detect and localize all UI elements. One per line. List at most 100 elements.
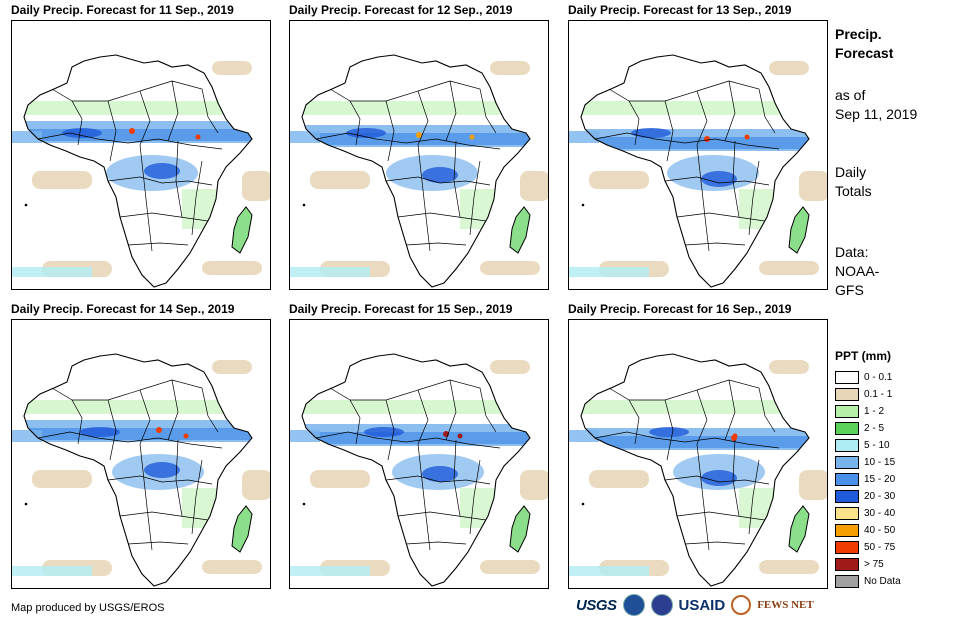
island-dot bbox=[581, 502, 585, 506]
rain-cell bbox=[631, 128, 671, 138]
tan-patch bbox=[520, 470, 548, 500]
tan-patch bbox=[212, 360, 252, 374]
as-of-value: Sep 11, 2019 bbox=[835, 106, 918, 122]
rain-band-layer bbox=[581, 137, 809, 149]
heavy-rain-spot bbox=[156, 427, 162, 433]
country-border bbox=[664, 475, 770, 485]
rain-band bbox=[302, 101, 530, 229]
country-border bbox=[385, 176, 491, 186]
country-border bbox=[728, 379, 776, 433]
country-border bbox=[696, 80, 736, 142]
island-dot bbox=[302, 203, 306, 207]
country-border bbox=[608, 387, 640, 445]
light-rain-band bbox=[460, 488, 520, 528]
legend-item: 30 - 40 bbox=[835, 505, 901, 522]
rain-band-layer bbox=[24, 428, 252, 440]
legend-item: 0 - 0.1 bbox=[835, 369, 901, 386]
ocean-rain bbox=[12, 430, 42, 442]
country-border bbox=[385, 90, 429, 146]
country-border bbox=[453, 439, 461, 517]
ocean-rain bbox=[290, 267, 370, 277]
figure-title-line: Precip. bbox=[835, 26, 882, 42]
legend-swatch bbox=[835, 388, 859, 401]
country-border bbox=[329, 88, 361, 146]
precip-map bbox=[289, 319, 549, 589]
legend-swatch bbox=[835, 575, 859, 588]
light-rain-band bbox=[581, 101, 809, 115]
legend-item: 2 - 5 bbox=[835, 420, 901, 437]
heavy-rain-spot bbox=[744, 134, 750, 140]
fews-net-logo: FEWS NET bbox=[757, 599, 814, 611]
light-rain-band bbox=[302, 400, 530, 414]
country-border bbox=[629, 399, 674, 461]
rain-cell bbox=[422, 466, 458, 482]
tan-patch bbox=[202, 261, 262, 275]
country-border bbox=[417, 144, 431, 252]
country-border bbox=[107, 475, 213, 485]
country-border bbox=[748, 160, 760, 236]
rain-band bbox=[24, 400, 252, 528]
rain-cell bbox=[80, 427, 120, 437]
coastline bbox=[23, 54, 253, 288]
legend-label: 2 - 5 bbox=[864, 423, 885, 434]
country-border bbox=[171, 80, 219, 134]
country-border bbox=[385, 389, 429, 445]
panel-title: Daily Precip. Forecast for 16 Sep., 2019 bbox=[568, 302, 792, 316]
ocean-rain bbox=[12, 566, 92, 576]
rain-cell bbox=[144, 163, 180, 179]
rain-cell bbox=[422, 167, 458, 183]
heavy-rain-spot bbox=[704, 136, 710, 142]
heavy-rain-spot bbox=[469, 134, 475, 140]
heavy-rain-spot bbox=[195, 134, 201, 140]
country-border bbox=[748, 459, 760, 535]
country-border bbox=[139, 443, 153, 551]
country-border bbox=[405, 242, 467, 246]
legend-item: 10 - 15 bbox=[835, 454, 901, 471]
legend-label: 1 - 2 bbox=[864, 406, 885, 417]
tan-patch bbox=[589, 171, 649, 189]
island-dot bbox=[24, 203, 28, 207]
country-border bbox=[51, 387, 83, 445]
heavy-rain-spot bbox=[183, 433, 189, 439]
legend-label: 0 - 0.1 bbox=[864, 372, 893, 383]
rain-band bbox=[581, 400, 809, 528]
tan-patch bbox=[202, 560, 262, 574]
tan-patch bbox=[242, 470, 270, 500]
light-rain-band bbox=[739, 189, 799, 229]
rain-cell bbox=[62, 128, 102, 138]
as-of-date: as of Sep 11, 2019 bbox=[835, 86, 917, 124]
tan-patch bbox=[310, 470, 370, 488]
panel-title: Daily Precip. Forecast for 15 Sep., 2019 bbox=[289, 302, 513, 316]
tan-patch bbox=[242, 171, 270, 201]
country-border bbox=[684, 242, 746, 246]
light-rain-band bbox=[739, 488, 799, 528]
heavy-rain-spot bbox=[416, 132, 422, 138]
country-border bbox=[453, 140, 461, 218]
light-rain-band bbox=[182, 189, 242, 229]
ocean-rain bbox=[569, 566, 649, 576]
legend-swatch bbox=[835, 371, 859, 384]
legend-item: 15 - 20 bbox=[835, 471, 901, 488]
country-border bbox=[315, 431, 501, 449]
country-border bbox=[191, 160, 203, 236]
island-dot bbox=[24, 502, 28, 506]
rain-band bbox=[24, 101, 252, 229]
country-border bbox=[350, 100, 395, 162]
country-border bbox=[664, 90, 708, 146]
country-border bbox=[608, 88, 640, 146]
legend-swatch bbox=[835, 558, 859, 571]
data-source-line: NOAA- bbox=[835, 263, 880, 279]
noaa-logo-icon bbox=[622, 594, 645, 616]
madagascar-coastline bbox=[231, 505, 253, 553]
country-border bbox=[171, 379, 219, 433]
ocean-rain bbox=[12, 131, 42, 143]
usgs-logo: USGS bbox=[576, 596, 617, 614]
heavy-rain-spot bbox=[129, 128, 135, 134]
country-border bbox=[405, 541, 467, 545]
country-border bbox=[629, 100, 674, 162]
legend-item: > 75 bbox=[835, 556, 901, 573]
country-border bbox=[385, 475, 491, 485]
ocean-rain bbox=[569, 430, 599, 442]
ocean-rain bbox=[290, 566, 370, 576]
legend-label: 5 - 10 bbox=[864, 440, 890, 451]
